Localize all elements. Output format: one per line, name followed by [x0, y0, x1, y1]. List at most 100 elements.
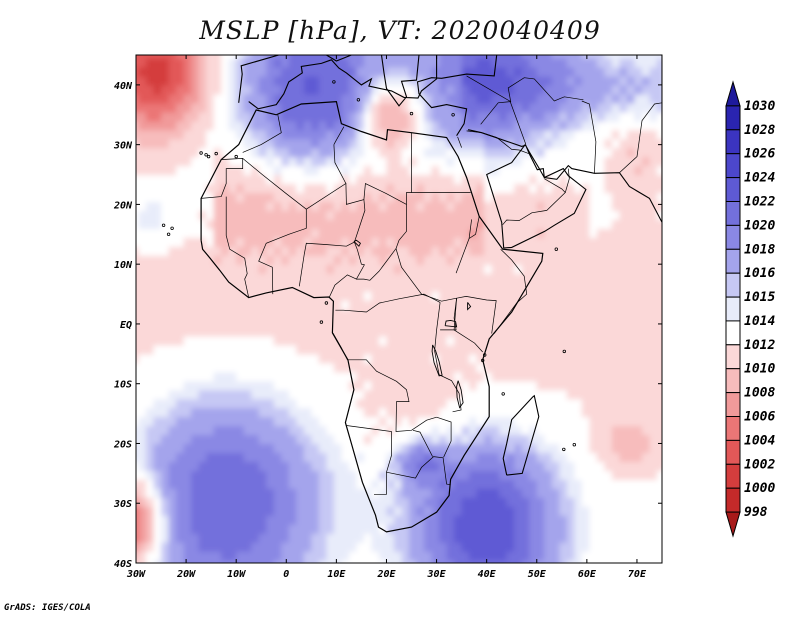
country-border	[406, 192, 412, 205]
colorbar-swatch	[725, 487, 741, 513]
lon-tick-label: 70E	[628, 569, 647, 580]
island-outline	[199, 151, 203, 155]
country-border	[332, 332, 437, 432]
country-border	[453, 298, 483, 353]
colorbar-level-label: 1026	[744, 147, 775, 162]
colorbar-swatch	[725, 416, 741, 441]
country-border	[386, 456, 451, 486]
colorbar-level-label: 1024	[744, 171, 775, 186]
colorbar-level-label: 1028	[744, 123, 775, 138]
lat-tick-label: 40S	[114, 559, 132, 570]
country-border	[434, 302, 462, 413]
island-outline	[409, 111, 414, 116]
colorbar-swatch	[725, 272, 741, 298]
lat-tick-label: 40N	[114, 81, 133, 92]
colorbar-level-label: 1002	[744, 457, 775, 472]
lake-outline	[431, 344, 443, 377]
island-outline	[206, 154, 211, 159]
country-border	[225, 196, 250, 298]
colorbar-level-label: 1020	[744, 218, 775, 233]
lat-tick-label: 20S	[113, 439, 132, 450]
colorbar-swatch	[725, 320, 741, 346]
country-border	[493, 248, 528, 334]
island-outline	[554, 247, 558, 251]
island-outline	[234, 154, 238, 159]
colorbar-swatch	[725, 129, 741, 155]
island-outline	[324, 301, 329, 305]
country-border	[457, 136, 462, 148]
colorbar-level-label: 1018	[744, 242, 775, 257]
coastlines	[161, 55, 662, 533]
island-outline	[562, 447, 566, 452]
lon-tick-label: 30W	[126, 569, 146, 580]
island-outline	[161, 223, 166, 227]
colorbar-swatch	[725, 153, 741, 179]
colorbar-level-label: 1004	[744, 433, 775, 448]
country-border	[480, 101, 527, 145]
country-border	[468, 216, 480, 239]
lat-tick-label: 10N	[114, 260, 133, 271]
pressure-field	[136, 55, 662, 563]
country-border	[354, 199, 397, 281]
lon-tick-label: 20W	[176, 569, 196, 580]
island-outline	[332, 80, 336, 84]
lake-outline	[456, 380, 464, 409]
colorbar-level-label: 1012	[744, 338, 775, 353]
lon-tick-label: 40E	[478, 569, 497, 580]
colorbar-level-label: 1016	[744, 266, 775, 281]
country-border	[333, 144, 347, 184]
country-border	[298, 241, 355, 287]
colorbar-top-arrow	[725, 80, 741, 107]
colorbar-level-label: 1006	[744, 410, 775, 425]
colorbar-swatch	[725, 392, 741, 418]
island-outline	[572, 443, 576, 447]
europe-coastline	[238, 55, 438, 110]
colorbar-level-label: 1008	[744, 386, 775, 401]
country-border	[242, 158, 497, 334]
country-border	[436, 416, 452, 458]
colorbar-level-label: 1030	[744, 99, 775, 114]
island-outline	[483, 353, 487, 357]
lon-tick-label: 10W	[227, 569, 246, 580]
colorbar-swatch	[725, 105, 741, 131]
colorbar-level-label: 998	[744, 505, 768, 520]
country-border	[564, 168, 570, 193]
country-border	[346, 425, 392, 495]
island-outline	[501, 392, 505, 396]
madagascar-coastline	[502, 394, 540, 476]
lon-tick-label: 60E	[578, 569, 597, 580]
lake-outline	[444, 319, 458, 328]
colorbar-swatch	[725, 439, 741, 465]
island-outline	[319, 320, 324, 324]
arabia-asia-coastline	[416, 55, 662, 249]
lon-tick-label: 10E	[327, 569, 346, 580]
country-border	[335, 293, 441, 313]
colorbar-level-label: 1000	[744, 481, 775, 496]
lat-tick-label: 30N	[113, 141, 133, 152]
lat-tick-label: 10S	[114, 380, 132, 391]
island-outline	[214, 151, 218, 156]
colorbar-swatch	[725, 463, 741, 489]
island-outline	[356, 98, 361, 102]
colorbar-level-label: 1010	[744, 362, 775, 377]
country-border	[466, 75, 584, 103]
country-border	[242, 114, 282, 153]
island-outline	[170, 226, 174, 230]
colorbar-swatch	[725, 296, 741, 322]
colorbar-level-label: 1015	[744, 290, 775, 305]
colorbar-bottom-arrow	[725, 511, 741, 538]
lon-tick-label: 50E	[528, 569, 547, 580]
country-border	[502, 178, 566, 225]
country-border	[455, 219, 472, 274]
country-border	[333, 126, 345, 145]
lon-tick-label: 30E	[427, 569, 447, 580]
grads-credit: GrADS: IGES/COLA	[4, 603, 91, 613]
colorbar-swatch	[725, 224, 741, 250]
country-border	[412, 429, 433, 457]
lat-tick-label: 30S	[113, 499, 132, 510]
island-outline	[562, 349, 566, 354]
country-border	[440, 298, 457, 331]
island-outline	[451, 113, 455, 117]
island-outline	[204, 153, 208, 157]
africa-coastline	[200, 100, 544, 533]
